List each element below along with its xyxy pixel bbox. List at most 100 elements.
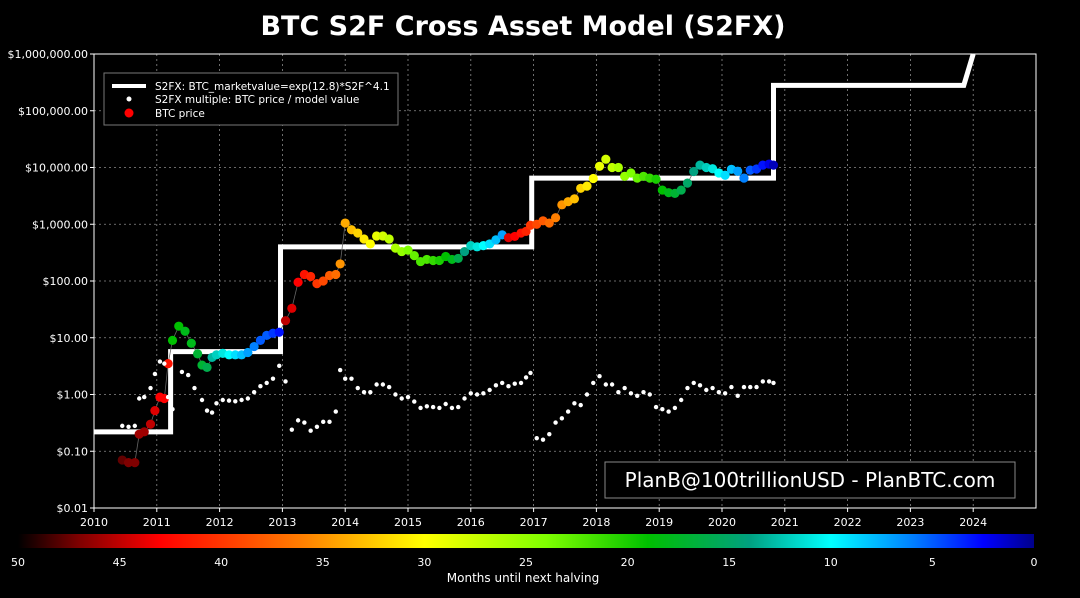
- y-tick-label: $1.00: [57, 389, 89, 402]
- price-point: [768, 160, 779, 170]
- multiple-point: [748, 384, 753, 390]
- colorbar-tick-label: 40: [214, 556, 228, 569]
- colorbar-tick-label: 15: [722, 556, 736, 569]
- x-axis: 2010 2011 2012 2013 2014 2015 2016 2017 2018 2019…: [80, 508, 987, 529]
- price-point: [739, 173, 749, 183]
- price-point: [145, 419, 156, 429]
- chart-title: BTC S2F Cross Asset Model (S2FX): [260, 11, 785, 42]
- multiple-point: [622, 385, 627, 391]
- colorbar-tick-label: 50: [11, 556, 25, 569]
- price-point: [676, 185, 686, 195]
- multiple-point: [462, 396, 467, 401]
- legend-red-dot-marker: [124, 108, 134, 118]
- multiple-point: [220, 397, 225, 403]
- y-tick-label: $0.10: [57, 445, 89, 458]
- price-point: [306, 271, 316, 282]
- colorbar-tick-label: 30: [417, 556, 431, 569]
- multiple-point: [405, 394, 411, 400]
- multiple-point: [302, 420, 307, 425]
- multiple-point: [120, 423, 125, 429]
- multiple-point: [678, 397, 684, 403]
- price-point: [202, 362, 212, 373]
- price-point: [689, 166, 699, 177]
- colorbar-tick-label: 5: [929, 556, 936, 569]
- multiple-point: [251, 389, 257, 395]
- price-point: [550, 213, 561, 223]
- multiple-point: [559, 416, 565, 421]
- y-tick-label: $100.00: [43, 275, 89, 288]
- multiple-point: [584, 392, 590, 397]
- multiple-point: [493, 383, 499, 388]
- multiple-point: [170, 407, 175, 412]
- multiple-point: [386, 384, 392, 390]
- y-tick-label: $1,000,000.00: [8, 48, 88, 61]
- multiple-point: [157, 359, 163, 364]
- price-point: [365, 239, 375, 249]
- multiple-point: [283, 379, 288, 384]
- price-point: [453, 253, 463, 264]
- price-point: [403, 245, 413, 255]
- x-tick-label: 2019: [645, 516, 673, 529]
- multiple-point: [209, 410, 215, 415]
- price-point: [340, 218, 350, 228]
- colorbar-tick-label: 35: [316, 556, 330, 569]
- x-tick-label: 2013: [268, 516, 296, 529]
- colorbar-label: Months until next halving: [447, 571, 599, 585]
- multiple-point: [321, 419, 326, 425]
- price-point: [255, 335, 266, 345]
- multiple-point: [729, 384, 734, 390]
- multiple-point: [368, 389, 373, 395]
- x-tick-label: 2024: [959, 516, 987, 529]
- price-point: [287, 303, 297, 313]
- multiple-point: [399, 396, 404, 401]
- multiple-point: [641, 389, 646, 395]
- multiple-point: [565, 409, 571, 414]
- x-tick-label: 2022: [834, 516, 862, 529]
- multiple-point: [704, 387, 709, 393]
- multiple-point: [528, 370, 533, 376]
- multiple-point: [523, 375, 529, 380]
- colorbar-ticks: 50 45 40 35 30 25 20 15 10 5 0: [11, 556, 1038, 569]
- price-point: [163, 359, 173, 369]
- multiple-point: [481, 391, 486, 396]
- watermark-frame: [604, 461, 1016, 499]
- multiple-point: [518, 380, 524, 386]
- multiple-series: [120, 359, 776, 442]
- multiple-point: [500, 380, 505, 386]
- price-point: [193, 349, 203, 359]
- multiple-point: [148, 385, 153, 391]
- multiple-point: [443, 401, 448, 407]
- multiple-point: [547, 431, 552, 437]
- colorbar-tick-label: 25: [519, 556, 533, 569]
- multiple-point: [735, 393, 740, 398]
- multiple-point: [162, 361, 167, 366]
- x-tick-label: 2011: [143, 516, 171, 529]
- price-point: [353, 228, 363, 238]
- multiple-point: [591, 380, 596, 386]
- price-point: [180, 326, 190, 336]
- multiple-point: [204, 408, 210, 413]
- multiple-point: [716, 389, 722, 395]
- price-point: [359, 234, 369, 244]
- multiple-point: [635, 393, 640, 398]
- multiple-point: [553, 420, 558, 425]
- multiple-point: [258, 384, 263, 389]
- price-point: [293, 277, 303, 287]
- model-step-line: [94, 53, 976, 435]
- multiple-point: [179, 369, 185, 375]
- colorbar-tick-label: 45: [113, 556, 127, 569]
- multiple-point: [393, 392, 398, 397]
- multiple-point: [233, 399, 238, 404]
- y-tick-label: $10,000.00: [25, 162, 88, 175]
- multiple-point: [361, 389, 367, 395]
- x-tick-label: 2012: [206, 516, 234, 529]
- multiple-point: [270, 376, 276, 381]
- multiple-point: [214, 401, 219, 406]
- multiple-point: [349, 376, 354, 381]
- multiple-point: [653, 404, 659, 410]
- price-point: [274, 327, 284, 337]
- multiple-point: [760, 379, 766, 384]
- legend-entry-model: S2FX: BTC_marketvalue=exp(12.8)*S2F^4.1: [155, 81, 390, 93]
- multiple-point: [685, 385, 690, 391]
- multiple-point: [578, 402, 583, 408]
